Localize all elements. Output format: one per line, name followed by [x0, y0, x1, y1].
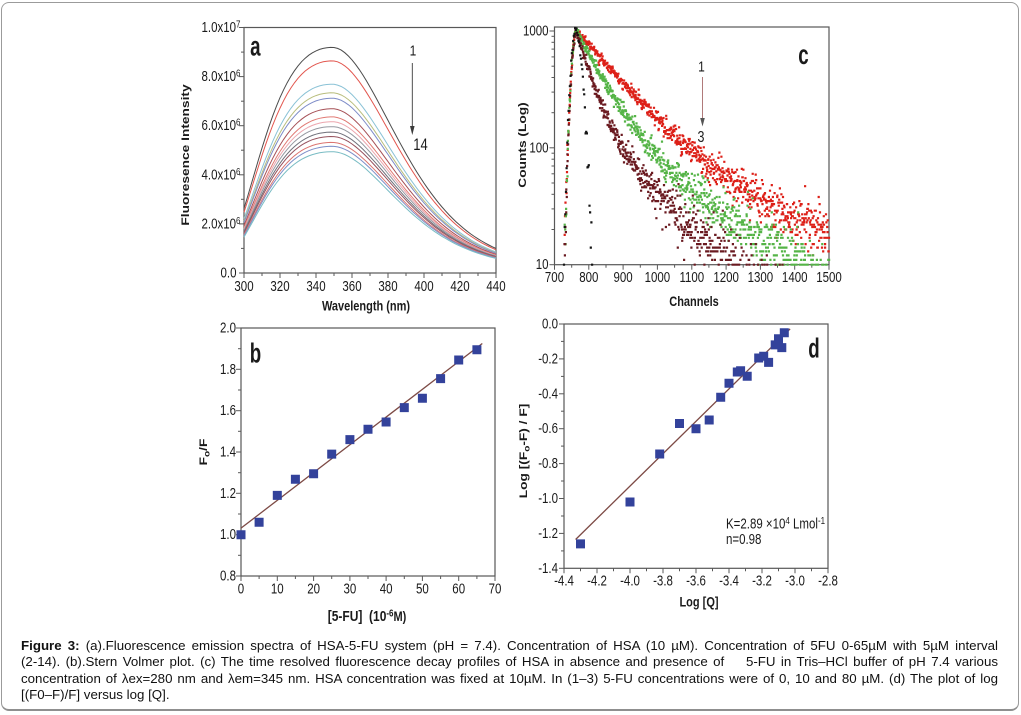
svg-text:1.0x107: 1.0x107	[202, 19, 241, 36]
svg-text:2.0: 2.0	[220, 319, 236, 336]
svg-text:0.0: 0.0	[542, 315, 558, 332]
svg-text:30: 30	[344, 580, 357, 597]
svg-text:0.0: 0.0	[221, 264, 237, 281]
svg-text:4.0x106: 4.0x106	[202, 166, 241, 183]
svg-text:1000: 1000	[645, 269, 671, 286]
svg-text:100: 100	[529, 139, 548, 156]
svg-text:-1.2: -1.2	[538, 525, 558, 542]
svg-text:1: 1	[410, 42, 417, 59]
svg-text:1.8: 1.8	[220, 361, 236, 378]
svg-text:700: 700	[545, 269, 564, 286]
svg-text:-1.4: -1.4	[538, 560, 558, 577]
svg-text:360: 360	[342, 278, 361, 295]
svg-text:40: 40	[380, 580, 393, 597]
svg-text:b: b	[250, 338, 261, 368]
svg-text:K=2.89 ×104 Lmol-1: K=2.89 ×104 Lmol-1	[726, 515, 825, 532]
svg-text:1.6: 1.6	[220, 402, 236, 419]
svg-text:-0.8: -0.8	[538, 455, 558, 472]
svg-text:300: 300	[234, 278, 253, 295]
svg-text:380: 380	[378, 278, 397, 295]
svg-text:420: 420	[450, 278, 469, 295]
svg-text:3: 3	[698, 128, 705, 146]
svg-text:10: 10	[271, 580, 284, 597]
svg-text:2.0x106: 2.0x106	[202, 215, 241, 232]
svg-text:70: 70	[489, 580, 502, 597]
svg-text:-3.2: -3.2	[752, 572, 772, 589]
svg-text:20: 20	[307, 580, 320, 597]
svg-text:Wavelength (nm): Wavelength (nm)	[322, 298, 410, 313]
svg-text:800: 800	[579, 269, 598, 286]
svg-text:50: 50	[416, 580, 429, 597]
svg-text:d: d	[808, 333, 819, 363]
svg-text:-4.2: -4.2	[587, 572, 607, 589]
svg-text:Channels: Channels	[669, 294, 719, 309]
svg-text:-0.2: -0.2	[538, 350, 558, 367]
svg-text:Counts (Log): Counts (Log)	[516, 102, 528, 187]
svg-text:-2.8: -2.8	[818, 572, 838, 589]
svg-text:1: 1	[698, 58, 705, 75]
svg-text:-4.4: -4.4	[554, 572, 574, 589]
svg-text:6.0x106: 6.0x106	[202, 117, 241, 134]
svg-text:320: 320	[270, 278, 289, 295]
svg-text:1000: 1000	[523, 22, 549, 39]
svg-text:400: 400	[414, 278, 433, 295]
svg-text:-0.4: -0.4	[538, 385, 558, 402]
svg-text:-3.6: -3.6	[686, 572, 706, 589]
svg-text:1200: 1200	[713, 269, 739, 286]
svg-text:-3.4: -3.4	[719, 572, 739, 589]
svg-text:8.0x106: 8.0x106	[202, 68, 241, 85]
svg-text:14: 14	[413, 137, 427, 155]
svg-text:1.0: 1.0	[220, 526, 236, 543]
svg-text:1300: 1300	[748, 269, 774, 286]
svg-text:440: 440	[486, 278, 505, 295]
svg-text:Log [(Fo-F) / F]: Log [(Fo-F) / F]	[517, 404, 531, 499]
svg-text:340: 340	[306, 278, 325, 295]
svg-text:[5-FU] (10-6M): [5-FU] (10-6M)	[328, 608, 407, 625]
svg-text:Fluoresence Intensity: Fluoresence Intensity	[179, 84, 191, 225]
svg-text:1100: 1100	[679, 269, 704, 286]
svg-text:0: 0	[238, 580, 244, 597]
svg-text:Log [Q]: Log [Q]	[679, 594, 718, 609]
svg-text:-3.0: -3.0	[785, 572, 805, 589]
svg-text:a: a	[250, 31, 261, 61]
svg-text:-1.0: -1.0	[538, 490, 558, 507]
svg-text:1500: 1500	[816, 269, 842, 286]
svg-text:10: 10	[536, 256, 549, 273]
svg-text:1.2: 1.2	[220, 485, 236, 502]
svg-text:0.8: 0.8	[220, 567, 236, 584]
svg-text:Fo/F: Fo/F	[197, 438, 211, 465]
svg-text:n=0.98: n=0.98	[726, 531, 761, 548]
svg-text:-3.8: -3.8	[653, 572, 673, 589]
svg-text:c: c	[798, 39, 808, 69]
svg-text:-4.0: -4.0	[620, 572, 640, 589]
svg-text:1.4: 1.4	[220, 443, 236, 460]
svg-text:900: 900	[614, 269, 633, 286]
svg-text:60: 60	[452, 580, 465, 597]
svg-text:-0.6: -0.6	[538, 420, 558, 437]
svg-text:1400: 1400	[782, 269, 808, 286]
